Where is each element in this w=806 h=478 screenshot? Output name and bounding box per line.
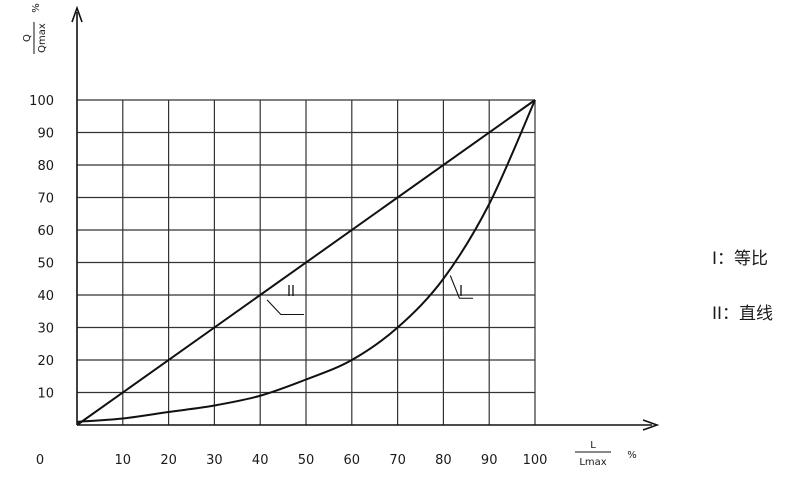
y-tick-label: 90 (37, 127, 54, 142)
legend-symbol: II (712, 304, 723, 324)
x-tick-label: 30 (206, 453, 223, 468)
y-tick-label: 10 (37, 387, 54, 402)
x-tick-label: 50 (298, 453, 315, 468)
legend-item-2: II：直线 (712, 299, 773, 324)
legend-text: 直线 (739, 304, 774, 324)
y-tick-label: 70 (37, 192, 54, 207)
origin-label: 0 (36, 453, 44, 468)
x-axis-label-unit: % (627, 450, 637, 461)
x-tick-label: 90 (481, 453, 498, 468)
legend-item-1: I：等比 (712, 244, 768, 269)
series-label-ii-leader (266, 299, 304, 316)
x-tick-label: 100 (523, 453, 548, 468)
series-label-i-leader (449, 275, 473, 299)
series-line-ii (76, 99, 536, 426)
y-tick-label: 20 (37, 354, 54, 369)
x-tick-label: 70 (389, 453, 406, 468)
series-labels (266, 275, 473, 316)
y-tick-label: 40 (37, 289, 54, 304)
legend-text: 等比 (734, 249, 769, 269)
x-tick-label: 80 (435, 453, 452, 468)
axes (71, 5, 660, 431)
y-axis-label: Q Qmax% (22, 3, 48, 54)
x-axis-label-den: Lmax (579, 457, 606, 468)
axis-labels: Q Qmax% L Lmax% (22, 3, 637, 468)
y-tick-label: 100 (29, 94, 54, 109)
x-tick-label: 60 (344, 453, 361, 468)
series-line-i (76, 99, 536, 423)
x-tick-label: 10 (115, 453, 132, 468)
y-axis-label-unit: % (31, 3, 42, 13)
x-axis-arrow (642, 419, 660, 431)
y-axis-label-den: Qmax (37, 23, 48, 53)
ticks: 10 20 30 40 50 60 70 80 90 100 10 20 30 40 50 60 70 80 90 1… (29, 94, 547, 468)
y-tick-label: 60 (37, 224, 54, 239)
x-axis-label-num: L (590, 440, 596, 451)
x-axis-label: L Lmax% (575, 440, 637, 468)
x-tick-label: 40 (252, 453, 269, 468)
series (76, 99, 536, 426)
legend-symbol: I (712, 249, 718, 269)
y-tick-label: 30 (37, 322, 54, 337)
y-axis-arrow (71, 5, 83, 23)
y-axis-label-num: Q (22, 34, 33, 42)
x-tick-label: 20 (160, 453, 177, 468)
y-tick-label: 50 (37, 257, 54, 272)
legend-sep: ： (717, 249, 735, 269)
legend-sep: ： (722, 304, 740, 324)
y-tick-label: 80 (37, 159, 54, 174)
